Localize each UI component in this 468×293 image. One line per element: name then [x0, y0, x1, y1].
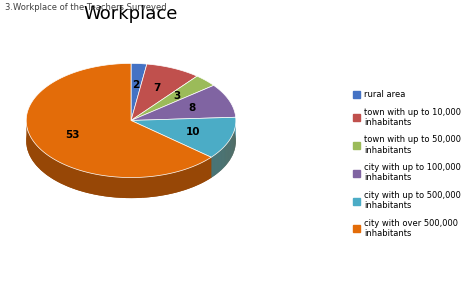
Polygon shape [211, 157, 212, 178]
Polygon shape [163, 174, 168, 195]
Polygon shape [222, 148, 223, 169]
Text: 3: 3 [174, 91, 181, 101]
Polygon shape [95, 174, 100, 196]
Polygon shape [26, 63, 211, 178]
Title: Workplace: Workplace [84, 6, 178, 23]
Polygon shape [37, 146, 40, 169]
Polygon shape [116, 177, 121, 198]
Polygon shape [131, 120, 211, 178]
Polygon shape [110, 176, 116, 197]
Polygon shape [221, 149, 222, 170]
Polygon shape [131, 76, 214, 120]
Polygon shape [45, 153, 49, 176]
Text: 10: 10 [185, 127, 200, 137]
Text: 8: 8 [188, 103, 196, 113]
Polygon shape [153, 176, 158, 197]
Polygon shape [183, 169, 187, 191]
Polygon shape [67, 166, 72, 188]
Polygon shape [80, 171, 86, 193]
Polygon shape [33, 141, 35, 164]
Text: 53: 53 [65, 130, 80, 140]
Polygon shape [131, 85, 236, 120]
Polygon shape [213, 156, 214, 176]
Text: 2: 2 [132, 80, 139, 90]
Polygon shape [90, 173, 95, 195]
Polygon shape [131, 63, 147, 120]
Polygon shape [131, 64, 197, 120]
Ellipse shape [26, 84, 236, 198]
Polygon shape [63, 164, 67, 186]
Polygon shape [29, 135, 31, 158]
Polygon shape [204, 159, 208, 182]
Polygon shape [178, 170, 183, 192]
Polygon shape [131, 117, 236, 157]
Polygon shape [212, 156, 213, 177]
Polygon shape [148, 176, 153, 197]
Polygon shape [168, 173, 173, 194]
Polygon shape [105, 176, 110, 197]
Polygon shape [31, 138, 33, 161]
Polygon shape [52, 158, 55, 180]
Polygon shape [214, 155, 215, 176]
Polygon shape [215, 154, 216, 175]
Legend: rural area, town with up to 10,000
inhabitants, town with up to 50,000
inhabitan: rural area, town with up to 10,000 inhab… [350, 88, 464, 241]
Polygon shape [200, 161, 204, 184]
Polygon shape [72, 168, 76, 190]
Polygon shape [218, 152, 219, 173]
Polygon shape [86, 172, 90, 194]
Polygon shape [40, 149, 42, 171]
Text: 7: 7 [154, 83, 161, 93]
Polygon shape [121, 177, 126, 198]
Polygon shape [187, 167, 192, 189]
Polygon shape [219, 151, 220, 172]
Polygon shape [223, 147, 224, 168]
Polygon shape [158, 175, 163, 196]
Polygon shape [59, 162, 63, 185]
Polygon shape [27, 127, 28, 150]
Polygon shape [196, 163, 200, 186]
Polygon shape [28, 129, 29, 153]
Polygon shape [55, 160, 59, 183]
Polygon shape [137, 177, 142, 198]
Polygon shape [220, 150, 221, 171]
Polygon shape [216, 153, 217, 174]
Polygon shape [132, 178, 137, 198]
Polygon shape [100, 175, 105, 196]
Polygon shape [126, 178, 132, 198]
Polygon shape [49, 156, 52, 178]
Polygon shape [35, 143, 37, 166]
Text: 3.Workplace of the Teachers Surveyed: 3.Workplace of the Teachers Surveyed [5, 3, 166, 12]
Polygon shape [217, 152, 218, 173]
Polygon shape [142, 177, 148, 198]
Polygon shape [42, 151, 45, 174]
Polygon shape [173, 171, 178, 193]
Polygon shape [192, 165, 196, 188]
Polygon shape [208, 157, 211, 180]
Polygon shape [76, 169, 80, 191]
Polygon shape [131, 120, 211, 178]
